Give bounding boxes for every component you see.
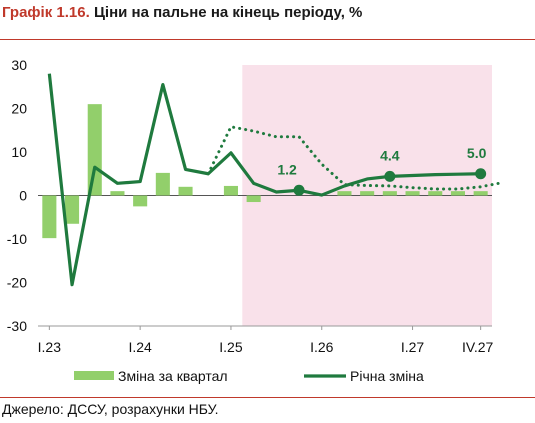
legend-label-quarterly: Зміна за квартал xyxy=(118,368,228,384)
top-divider xyxy=(0,39,535,40)
chart-title-text: Ціни на пальне на кінець періоду, % xyxy=(93,4,363,21)
legend: Зміна за квартал Річна зміна xyxy=(74,368,424,384)
point-value-label: 5.0 xyxy=(467,145,487,161)
x-tick-label: I.23 xyxy=(38,339,62,355)
bar-quarterly-change xyxy=(110,191,125,196)
y-tick-label: -10 xyxy=(7,231,27,247)
bar-quarterly-change xyxy=(223,185,238,196)
bar-quarterly-change xyxy=(473,191,488,196)
y-tick-label: 30 xyxy=(11,57,27,73)
annotated-point-marker xyxy=(475,168,487,180)
bar-series xyxy=(42,104,488,239)
x-tick-label: I.26 xyxy=(310,339,334,355)
x-tick-label: I.27 xyxy=(401,339,425,355)
x-tick-label: I.25 xyxy=(219,339,243,355)
annual-change-line xyxy=(47,73,481,287)
bar-quarterly-change xyxy=(360,191,375,196)
bar-quarterly-change xyxy=(87,104,102,196)
x-axis-ticks: I.23 I.24 I.25 I.26 I.27 IV.27 xyxy=(38,326,494,355)
bottom-divider xyxy=(0,397,535,398)
bar-quarterly-change xyxy=(428,191,443,196)
y-tick-label: -30 xyxy=(7,318,27,334)
point-value-label: 4.4 xyxy=(380,147,400,163)
marker-layer: 1.2 4.4 5.0 xyxy=(277,145,487,196)
bar-quarterly-change xyxy=(133,195,148,207)
bar-quarterly-change xyxy=(246,195,261,203)
dotted-line-series xyxy=(206,125,505,191)
y-tick-label: -20 xyxy=(7,275,27,291)
bar-quarterly-change xyxy=(65,195,80,224)
bar-quarterly-change xyxy=(178,186,193,196)
bar-quarterly-change xyxy=(42,195,57,239)
bar-quarterly-change xyxy=(405,191,420,196)
dotted-series xyxy=(206,125,505,191)
y-tick-label: 10 xyxy=(11,144,27,160)
annotated-point-marker xyxy=(384,170,396,182)
x-tick-label: IV.27 xyxy=(462,339,494,355)
y-axis-ticks: -30 -20 -10 0 10 20 30 xyxy=(7,57,27,334)
y-tick-label: 20 xyxy=(11,101,27,117)
bar-quarterly-change xyxy=(382,191,397,196)
bar-quarterly-change xyxy=(155,172,170,196)
y-tick-label: 0 xyxy=(19,188,27,204)
source-note: Джерело: ДССУ, розрахунки НБУ. xyxy=(2,401,219,417)
bar-quarterly-change xyxy=(337,191,352,196)
chart-title: Графік 1.16. Ціни на пальне на кінець пе… xyxy=(2,4,362,21)
line-series xyxy=(47,73,481,287)
chart-number: Графік 1.16. xyxy=(2,4,90,21)
legend-swatch-bar xyxy=(74,371,114,380)
point-value-label: 1.2 xyxy=(277,161,297,177)
annotated-point-marker xyxy=(293,184,305,196)
legend-label-annual: Річна зміна xyxy=(350,368,424,384)
x-tick-label: I.24 xyxy=(128,339,152,355)
bar-quarterly-change xyxy=(450,191,465,196)
